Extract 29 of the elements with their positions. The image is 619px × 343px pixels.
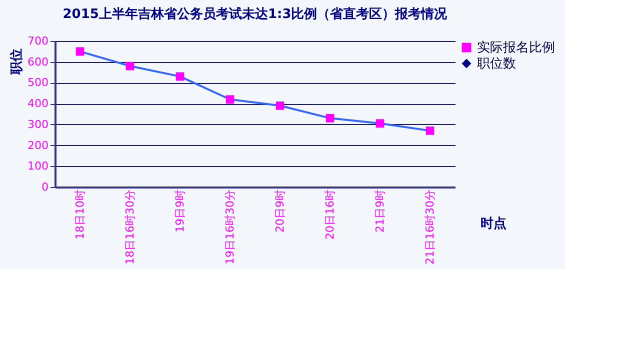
point bbox=[226, 95, 234, 104]
x-tick-label: 18日16时30分 bbox=[124, 190, 136, 264]
point bbox=[76, 47, 84, 56]
y-tick-label: 500 bbox=[28, 76, 48, 90]
point bbox=[326, 114, 334, 122]
point bbox=[426, 126, 434, 135]
point bbox=[126, 62, 134, 70]
x-axis-title: 时点 bbox=[480, 216, 506, 232]
y-tick-label: 600 bbox=[28, 55, 48, 68]
chart-title: 2015上半年吉林省公务员考试未达1:3比例（省直考区）报考情况 bbox=[62, 6, 448, 22]
y-tick-label: 0 bbox=[42, 180, 48, 194]
x-tick-label: 19日16时30分 bbox=[224, 190, 236, 264]
y-tick-label: 200 bbox=[28, 138, 48, 152]
point bbox=[376, 119, 384, 128]
x-tick-label: 20日16时 bbox=[324, 190, 336, 240]
x-tick-label: 20日9时 bbox=[274, 190, 286, 232]
x-tick-label: 21日16时30分 bbox=[424, 190, 436, 264]
y-tick-label: 400 bbox=[28, 97, 48, 110]
y-tick-label: 100 bbox=[28, 160, 48, 173]
y-axis-title: 职位 bbox=[10, 48, 25, 76]
legend-label: 职位数 bbox=[477, 56, 516, 72]
x-tick-label: 18日10时 bbox=[74, 190, 86, 240]
y-tick-label: 700 bbox=[28, 34, 48, 48]
y-tick-label: 300 bbox=[28, 118, 48, 131]
point bbox=[276, 101, 284, 110]
x-tick-label: 21日9时 bbox=[374, 190, 386, 232]
x-tick-label: 19日9时 bbox=[174, 190, 186, 232]
legend-label: 实际报名比例 bbox=[477, 40, 555, 56]
point bbox=[176, 72, 184, 81]
